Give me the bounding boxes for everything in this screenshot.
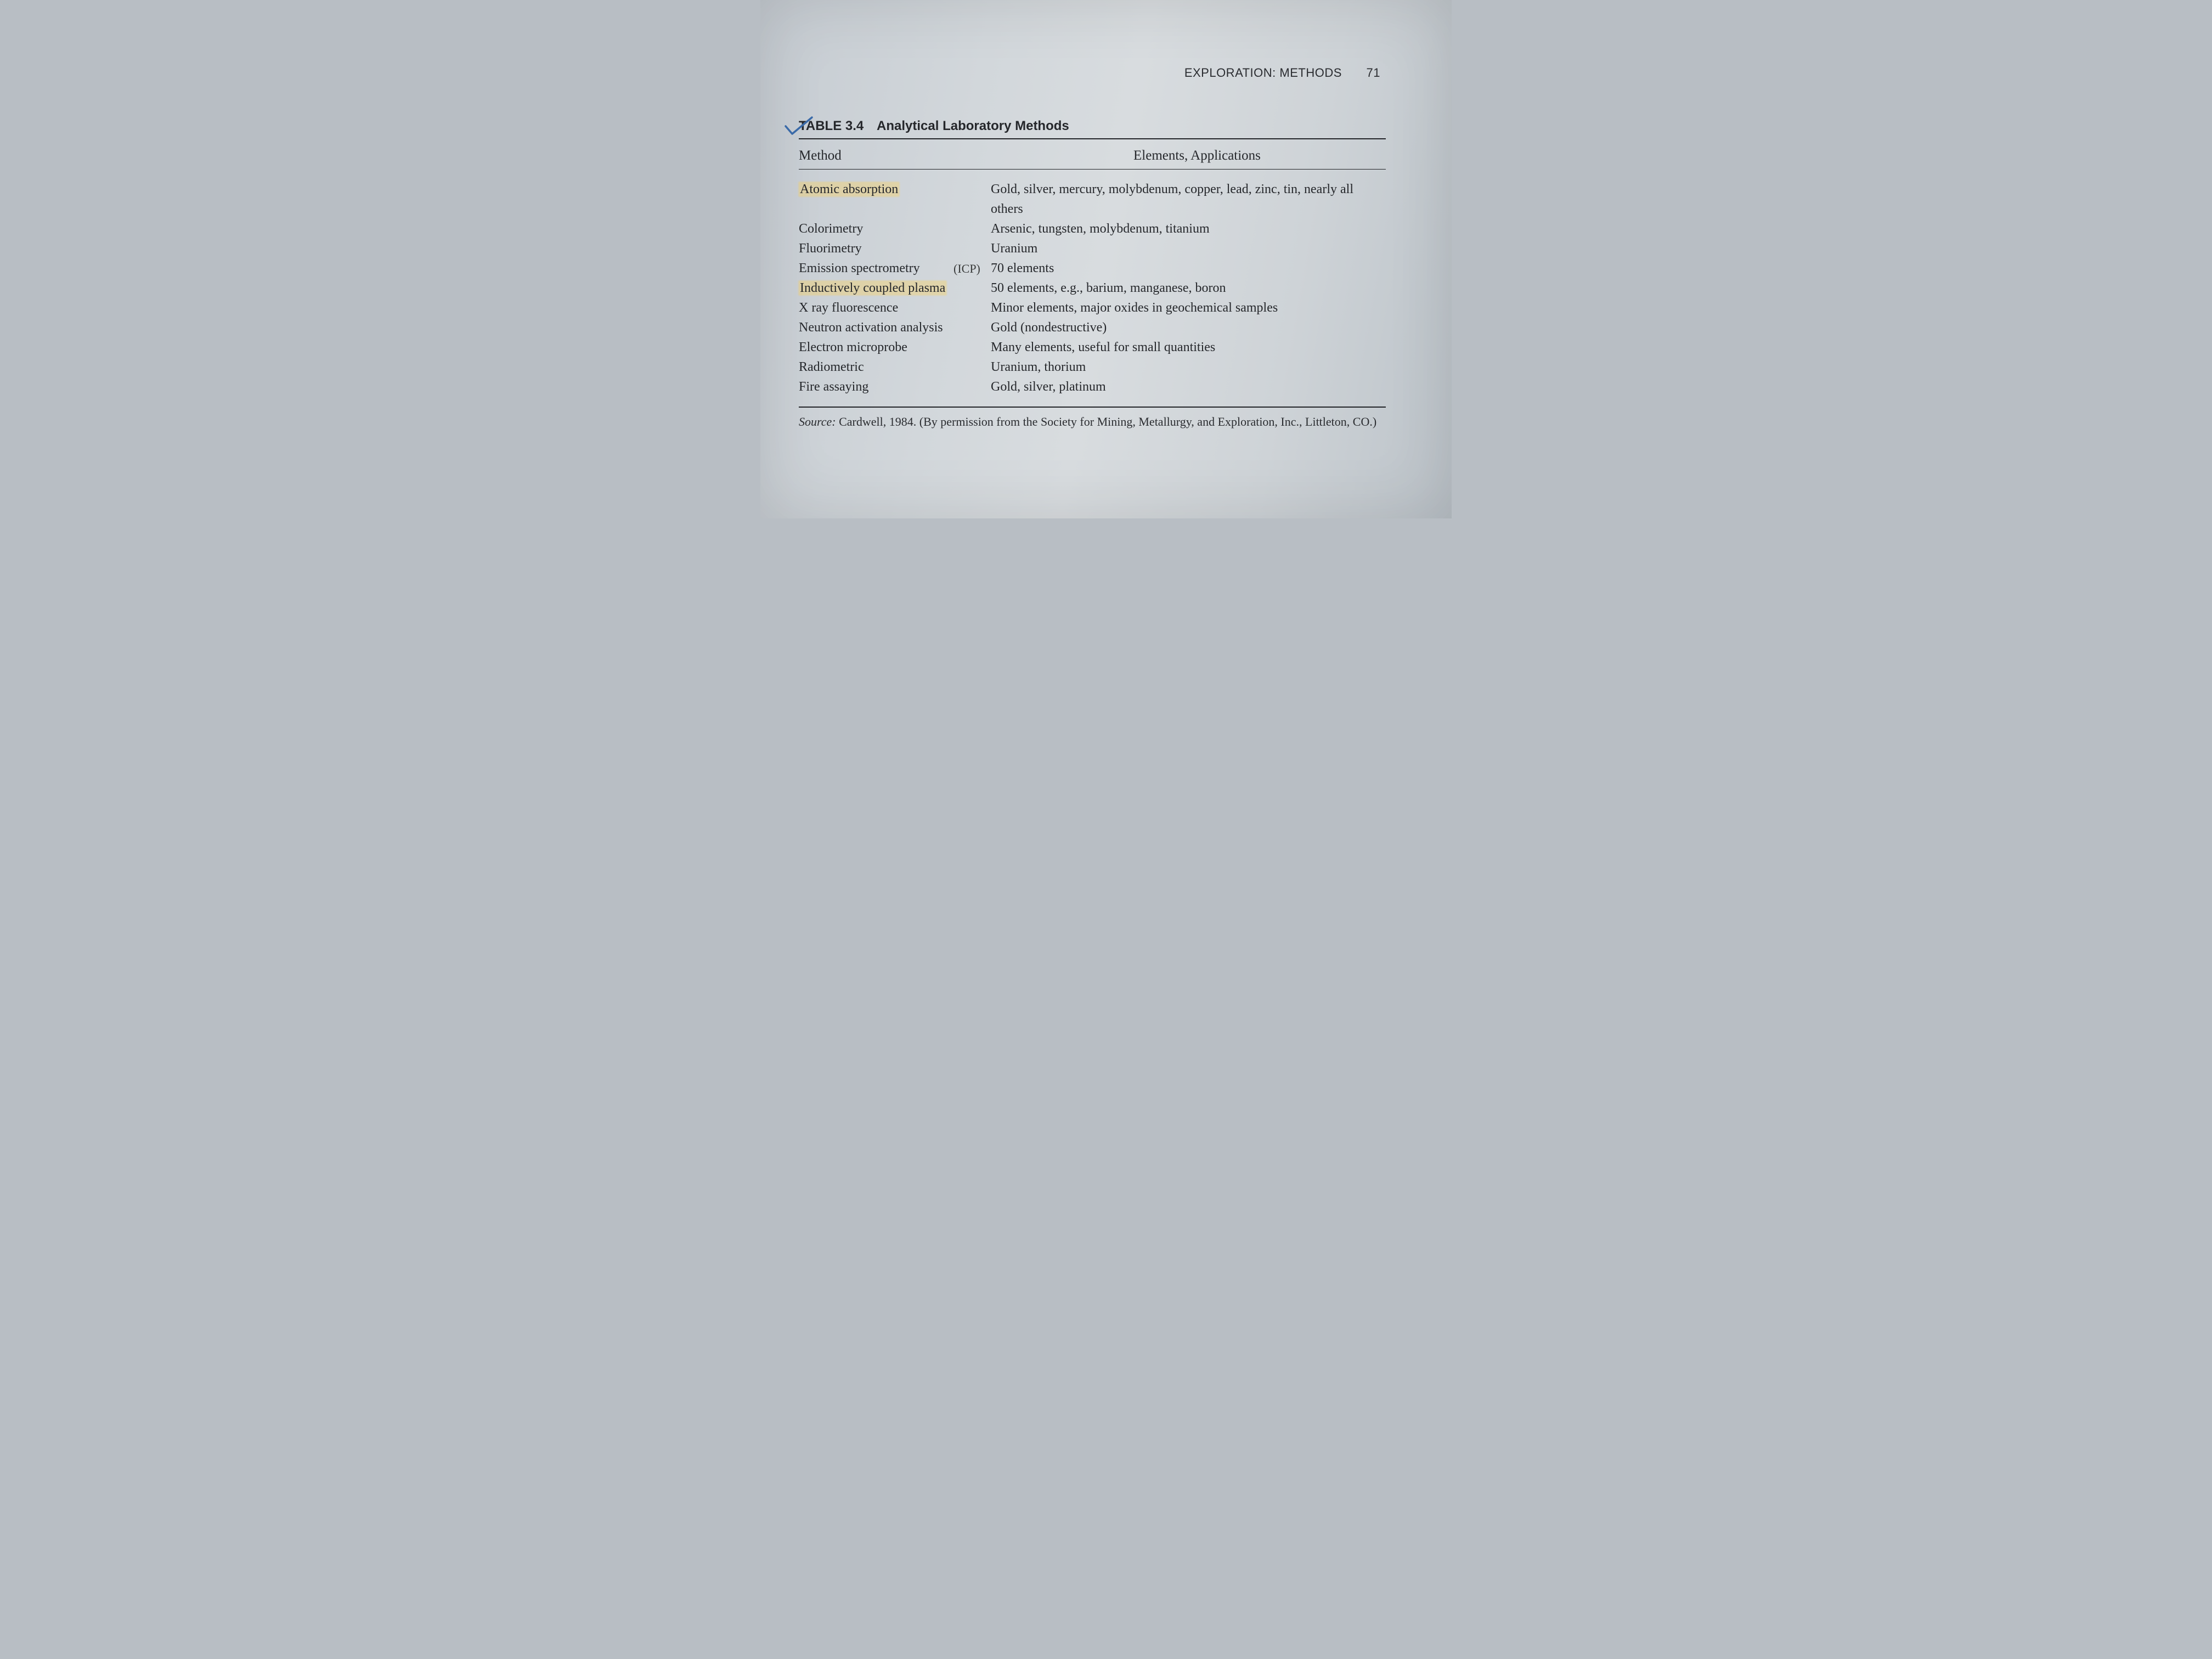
method-cell: Fire assaying [799,377,991,397]
source-label: Source: [799,415,836,428]
table-row: Fire assayingGold, silver, platinum [799,377,1386,397]
table-body: Atomic absorption Gold, silver, mercury, … [799,179,1386,397]
table-row: Electron microprobeMany elements, useful… [799,337,1386,357]
source-text: Cardwell, 1984. (By permission from the … [836,415,1377,428]
table-row: FluorimetryUranium [799,239,1386,258]
table-caption: TABLE 3.4 Analytical Laboratory Methods [799,119,1386,134]
method-cell: Inductively coupled plasma [799,278,991,298]
column-header-applications: Elements, Applications [991,148,1386,163]
table-rule-mid [799,169,1386,170]
table-row: Atomic absorption Gold, silver, mercury, … [799,179,1386,219]
applications-cell: Many elements, useful for small quantiti… [991,337,1386,357]
table-row: Emission spectrometry70 elements(ICP) [799,258,1386,278]
running-head: EXPLORATION: METHODS 71 [793,66,1380,80]
table-row: RadiometricUranium, thorium [799,357,1386,377]
method-cell: Emission spectrometry [799,258,991,278]
method-cell: X ray fluorescence [799,298,991,318]
table-row: ColorimetryArsenic, tungsten, molybdenum… [799,219,1386,239]
applications-cell: Uranium, thorium [991,357,1386,377]
method-cell: Fluorimetry [799,239,991,258]
table-row: X ray fluorescenceMinor elements, major … [799,298,1386,318]
applications-cell: Gold, silver, mercury, molybdenum, coppe… [991,179,1386,219]
method-cell: Radiometric [799,357,991,377]
table-header-row: Method Elements, Applications [799,148,1386,163]
applications-cell: Arsenic, tungsten, molybdenum, titanium [991,219,1386,239]
page-number: 71 [1367,66,1380,80]
column-header-method: Method [799,148,991,163]
applications-cell: Minor elements, major oxides in geochemi… [991,298,1386,318]
table-rule-top [799,138,1386,139]
method-cell: Electron microprobe [799,337,991,357]
applications-cell: Gold (nondestructive) [991,318,1386,337]
method-cell: Neutron activation analysis [799,318,991,337]
table-row: Inductively coupled plasma 50 elements, e… [799,278,1386,298]
applications-cell: Gold, silver, platinum [991,377,1386,397]
applications-cell: 50 elements, e.g., barium, manganese, bo… [991,278,1386,298]
table-rule-bottom [799,407,1386,408]
applications-cell: Uranium [991,239,1386,258]
table-3-4: TABLE 3.4 Analytical Laboratory Methods … [799,119,1386,431]
running-head-text: EXPLORATION: METHODS [1184,66,1342,80]
method-text-highlighted: Atomic absorption [799,182,899,196]
table-source: Source: Cardwell, 1984. (By permission f… [799,413,1386,431]
applications-cell: 70 elements [991,258,1386,278]
table-row: Neutron activation analysisGold (nondest… [799,318,1386,337]
table-title: Analytical Laboratory Methods [877,119,1069,133]
method-cell: Colorimetry [799,219,991,239]
table-label: TABLE 3.4 [799,119,864,133]
method-cell: Atomic absorption [799,179,991,219]
method-text-highlighted: Inductively coupled plasma [799,281,946,295]
book-page: EXPLORATION: METHODS 71 TABLE 3.4 Analyt… [760,0,1452,518]
